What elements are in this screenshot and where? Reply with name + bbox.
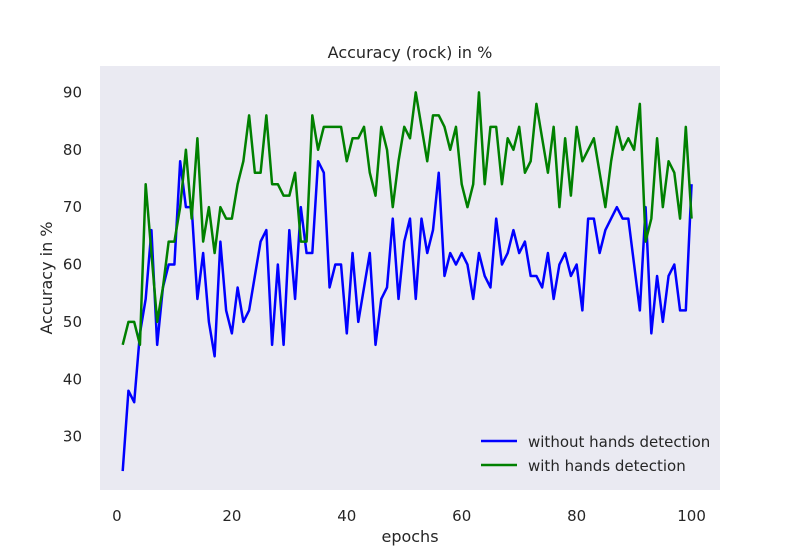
x-tick-label: 40 [337, 507, 356, 525]
series-line-with-hands-detection [121, 91, 693, 347]
legend-label-with-hands-detection: with hands detection [528, 457, 686, 475]
y-tick-label: 80 [63, 141, 82, 159]
x-tick-label: 0 [112, 507, 122, 525]
y-tick-label: 50 [63, 313, 82, 331]
y-tick-label: 70 [63, 198, 82, 216]
legend-label-without-hands-detection: without hands detection [528, 433, 710, 451]
y-tick-label: 40 [63, 370, 82, 388]
y-tick-label: 30 [63, 428, 82, 446]
y-tick-labels: 30 40 50 60 70 80 90 [63, 83, 82, 445]
x-tick-label: 60 [452, 507, 471, 525]
x-tick-label: 80 [567, 507, 586, 525]
y-tick-label: 60 [63, 256, 82, 274]
chart-title: Accuracy (rock) in % [328, 43, 493, 62]
x-axis-label: epochs [381, 527, 438, 546]
x-tick-label: 20 [222, 507, 241, 525]
series-line-without-hands-detection [121, 159, 693, 472]
y-axis-label: Accuracy in % [37, 221, 56, 334]
legend: without hands detection with hands detec… [481, 433, 710, 475]
x-tick-labels: 0 20 40 60 80 100 [112, 507, 706, 525]
x-tick-label: 100 [677, 507, 706, 525]
series-layer [121, 91, 693, 472]
y-tick-label: 90 [63, 83, 82, 101]
